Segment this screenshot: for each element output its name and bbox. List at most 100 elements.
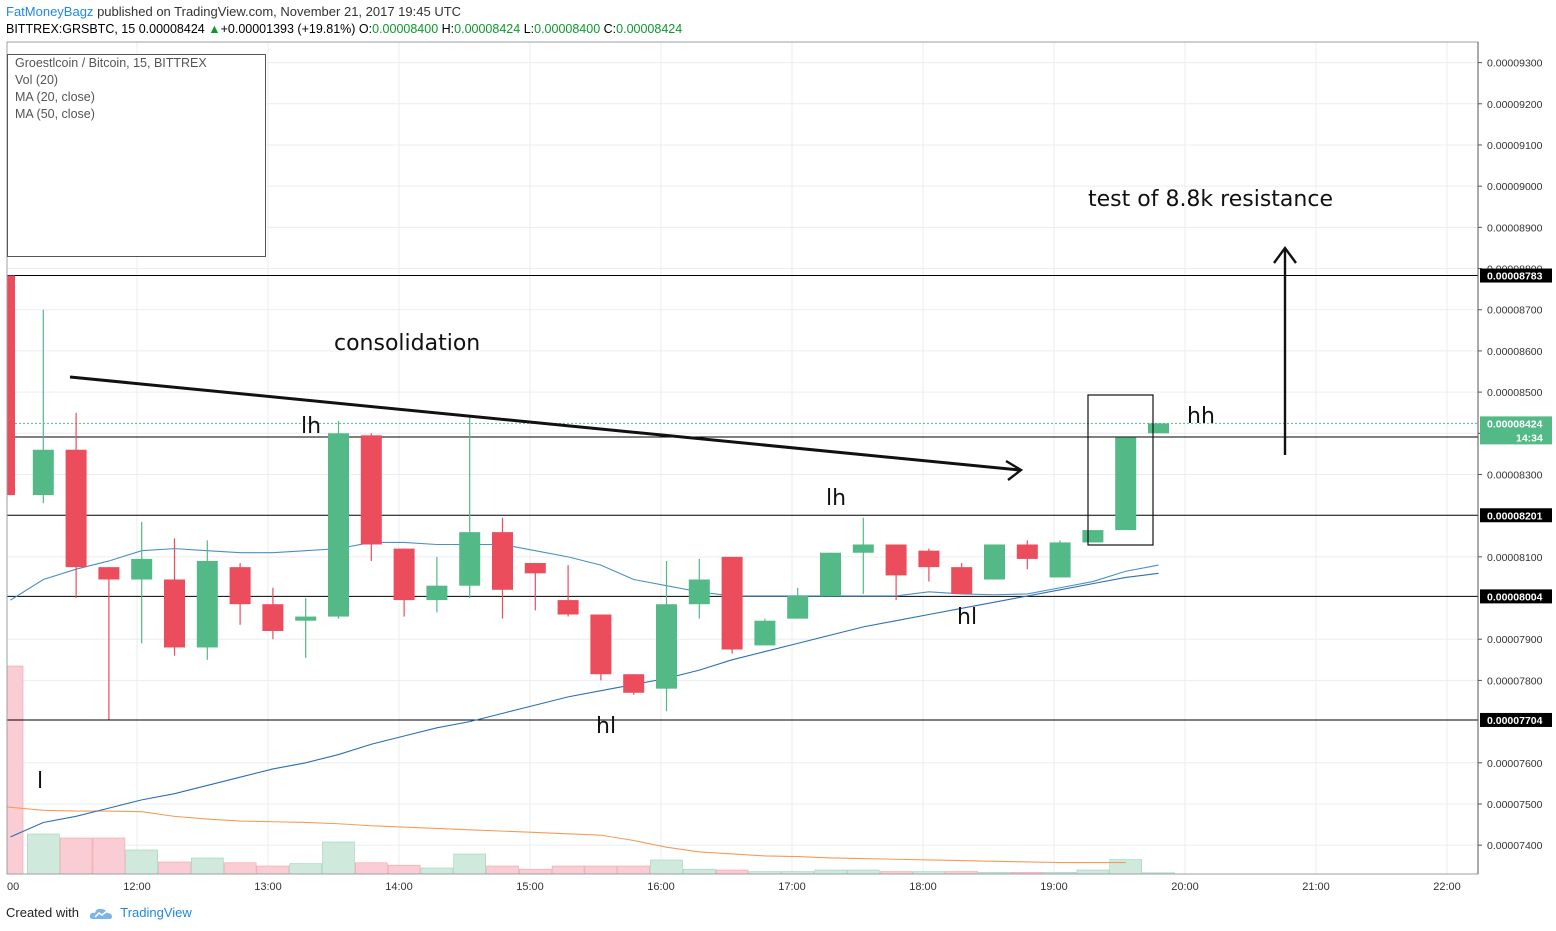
- author-link[interactable]: FatMoneyBagz: [6, 4, 94, 19]
- price-tick-label: 0.00008100: [1487, 552, 1543, 564]
- candle-body-down: [65, 449, 87, 568]
- trend-line: [69, 375, 1020, 472]
- volume-bar: [1076, 869, 1110, 875]
- candle-body-down: [918, 550, 940, 568]
- volume-bar: [814, 869, 847, 875]
- level-price-text: 0.00008201: [1487, 510, 1543, 522]
- footer: Created with TradingView: [6, 905, 192, 921]
- volume-bars: [6, 665, 1175, 875]
- annotation-label: hl: [957, 605, 977, 630]
- legend-ma50: MA (50, close): [15, 107, 95, 121]
- high-value: 0.00008424: [454, 22, 521, 36]
- level-price-text: 0.00008783: [1487, 271, 1543, 283]
- annotation-label: lh: [826, 486, 846, 511]
- candle-body-up: [1115, 437, 1137, 531]
- candle-body-up: [754, 620, 776, 646]
- candle-body-down: [164, 579, 185, 648]
- candle-body-down: [557, 600, 579, 615]
- candle-body-up: [328, 433, 349, 617]
- time-tick-label: 14:00: [385, 881, 413, 893]
- price-tick-label: 0.00008600: [1487, 346, 1543, 358]
- volume-bar: [191, 857, 224, 875]
- ma50-line: [10, 572, 1159, 838]
- volume-bar: [125, 849, 158, 875]
- annotation-label: consolidation: [334, 331, 480, 356]
- price-tick-label: 0.00008500: [1487, 387, 1543, 399]
- candle-body-up: [1049, 542, 1071, 578]
- price-tick-label: 0.00007500: [1487, 799, 1543, 811]
- candle-body-up: [688, 579, 710, 605]
- candle-body-up: [984, 544, 1005, 580]
- volume-bar: [354, 862, 388, 875]
- low-label: L:: [523, 22, 535, 36]
- candle-body-up: [196, 560, 218, 648]
- annotation-label: lh: [301, 414, 321, 439]
- annotation-label: l: [37, 769, 43, 794]
- candle-body-up: [1148, 423, 1169, 434]
- price-tick-label: 0.00009200: [1487, 99, 1543, 111]
- volume-bar: [518, 868, 552, 875]
- volume-bar: [551, 865, 585, 875]
- level-price-tag: [1480, 712, 1552, 727]
- volume-bar: [453, 853, 487, 875]
- time-tick-label: 12:00: [123, 881, 151, 893]
- volume-bar: [158, 861, 191, 875]
- time-tick-label: 15:00: [516, 881, 544, 893]
- price-tick-label: 0.00009000: [1487, 181, 1543, 193]
- chart-frame: [6, 41, 1479, 875]
- candle-body-up: [426, 585, 448, 601]
- time-tick-label: 00: [7, 881, 19, 893]
- price-axis[interactable]: 0.00009300 0.00009200 0.00009100 0.00009000…: [1478, 58, 1552, 853]
- volume-bar: [92, 837, 126, 875]
- legend-box: Groestlcoin / Bitcoin, 15, BITTREX Vol (…: [7, 54, 266, 257]
- volume-bar: [682, 868, 716, 875]
- price-tick-label: 0.00008900: [1487, 222, 1543, 234]
- candle-body-up: [787, 595, 809, 619]
- close-label: C:: [603, 22, 617, 36]
- time-tick-label: 19:00: [1040, 881, 1068, 893]
- close-value: 0.00008424: [616, 22, 683, 36]
- candle-body-down: [492, 532, 513, 590]
- volume-bar: [59, 837, 93, 875]
- candle-body-up: [131, 558, 153, 580]
- open-label: O:: [358, 22, 373, 36]
- candle-body-down: [7, 275, 15, 496]
- volume-bar: [26, 833, 60, 875]
- breakout-box: [1087, 394, 1154, 546]
- time-axis[interactable]: 00 12:00 13:00 14:00 15:00 16:00 17:00 18:00 19:…: [7, 881, 1461, 893]
- level-price-tag: [1480, 508, 1552, 523]
- level-price-tag: [1480, 268, 1552, 283]
- candle-body-down: [951, 567, 973, 594]
- candle-body-down: [590, 614, 612, 675]
- candle-body-up: [656, 604, 677, 689]
- low-value: 0.00008400: [534, 22, 601, 36]
- time-tick-label: 20:00: [1171, 881, 1199, 893]
- candle-body-up: [32, 449, 54, 496]
- volume-bar: [650, 859, 683, 875]
- volume-bar: [420, 867, 454, 875]
- price-tick-label: 0.00009300: [1487, 58, 1543, 70]
- target-arrowhead: [1273, 245, 1297, 264]
- legend-ma20: MA (20, close): [15, 90, 95, 104]
- volume-bar: [715, 869, 749, 875]
- published-text: published on TradingView.com, November 2…: [97, 4, 462, 19]
- level-lines: [7, 275, 1478, 721]
- candle-body-down: [360, 435, 382, 545]
- quote-line: BITTREX:GRSBTC, 15 0.00008424 ▲+0.000013…: [6, 22, 682, 36]
- open-value: 0.00008400: [372, 22, 439, 36]
- time-tick-label: 18:00: [909, 881, 937, 893]
- volume-bar: [1109, 859, 1142, 875]
- published-line: FatMoneyBagz published on TradingView.co…: [6, 4, 461, 19]
- candle-body-up: [820, 552, 841, 596]
- candle-body-down: [1016, 544, 1038, 559]
- annotation-label: hh: [1187, 404, 1215, 429]
- tradingview-brand-link[interactable]: TradingView: [120, 905, 192, 920]
- trend-arrowhead: [1005, 459, 1024, 481]
- price-tick-label: 0.00009100: [1487, 140, 1543, 152]
- symbol-label: BITTREX:GRSBTC, 15: [6, 22, 136, 36]
- last-price-text: 0.00008424: [1487, 418, 1543, 430]
- created-with-text: Created with: [6, 905, 79, 920]
- candle-body-up: [1082, 530, 1104, 543]
